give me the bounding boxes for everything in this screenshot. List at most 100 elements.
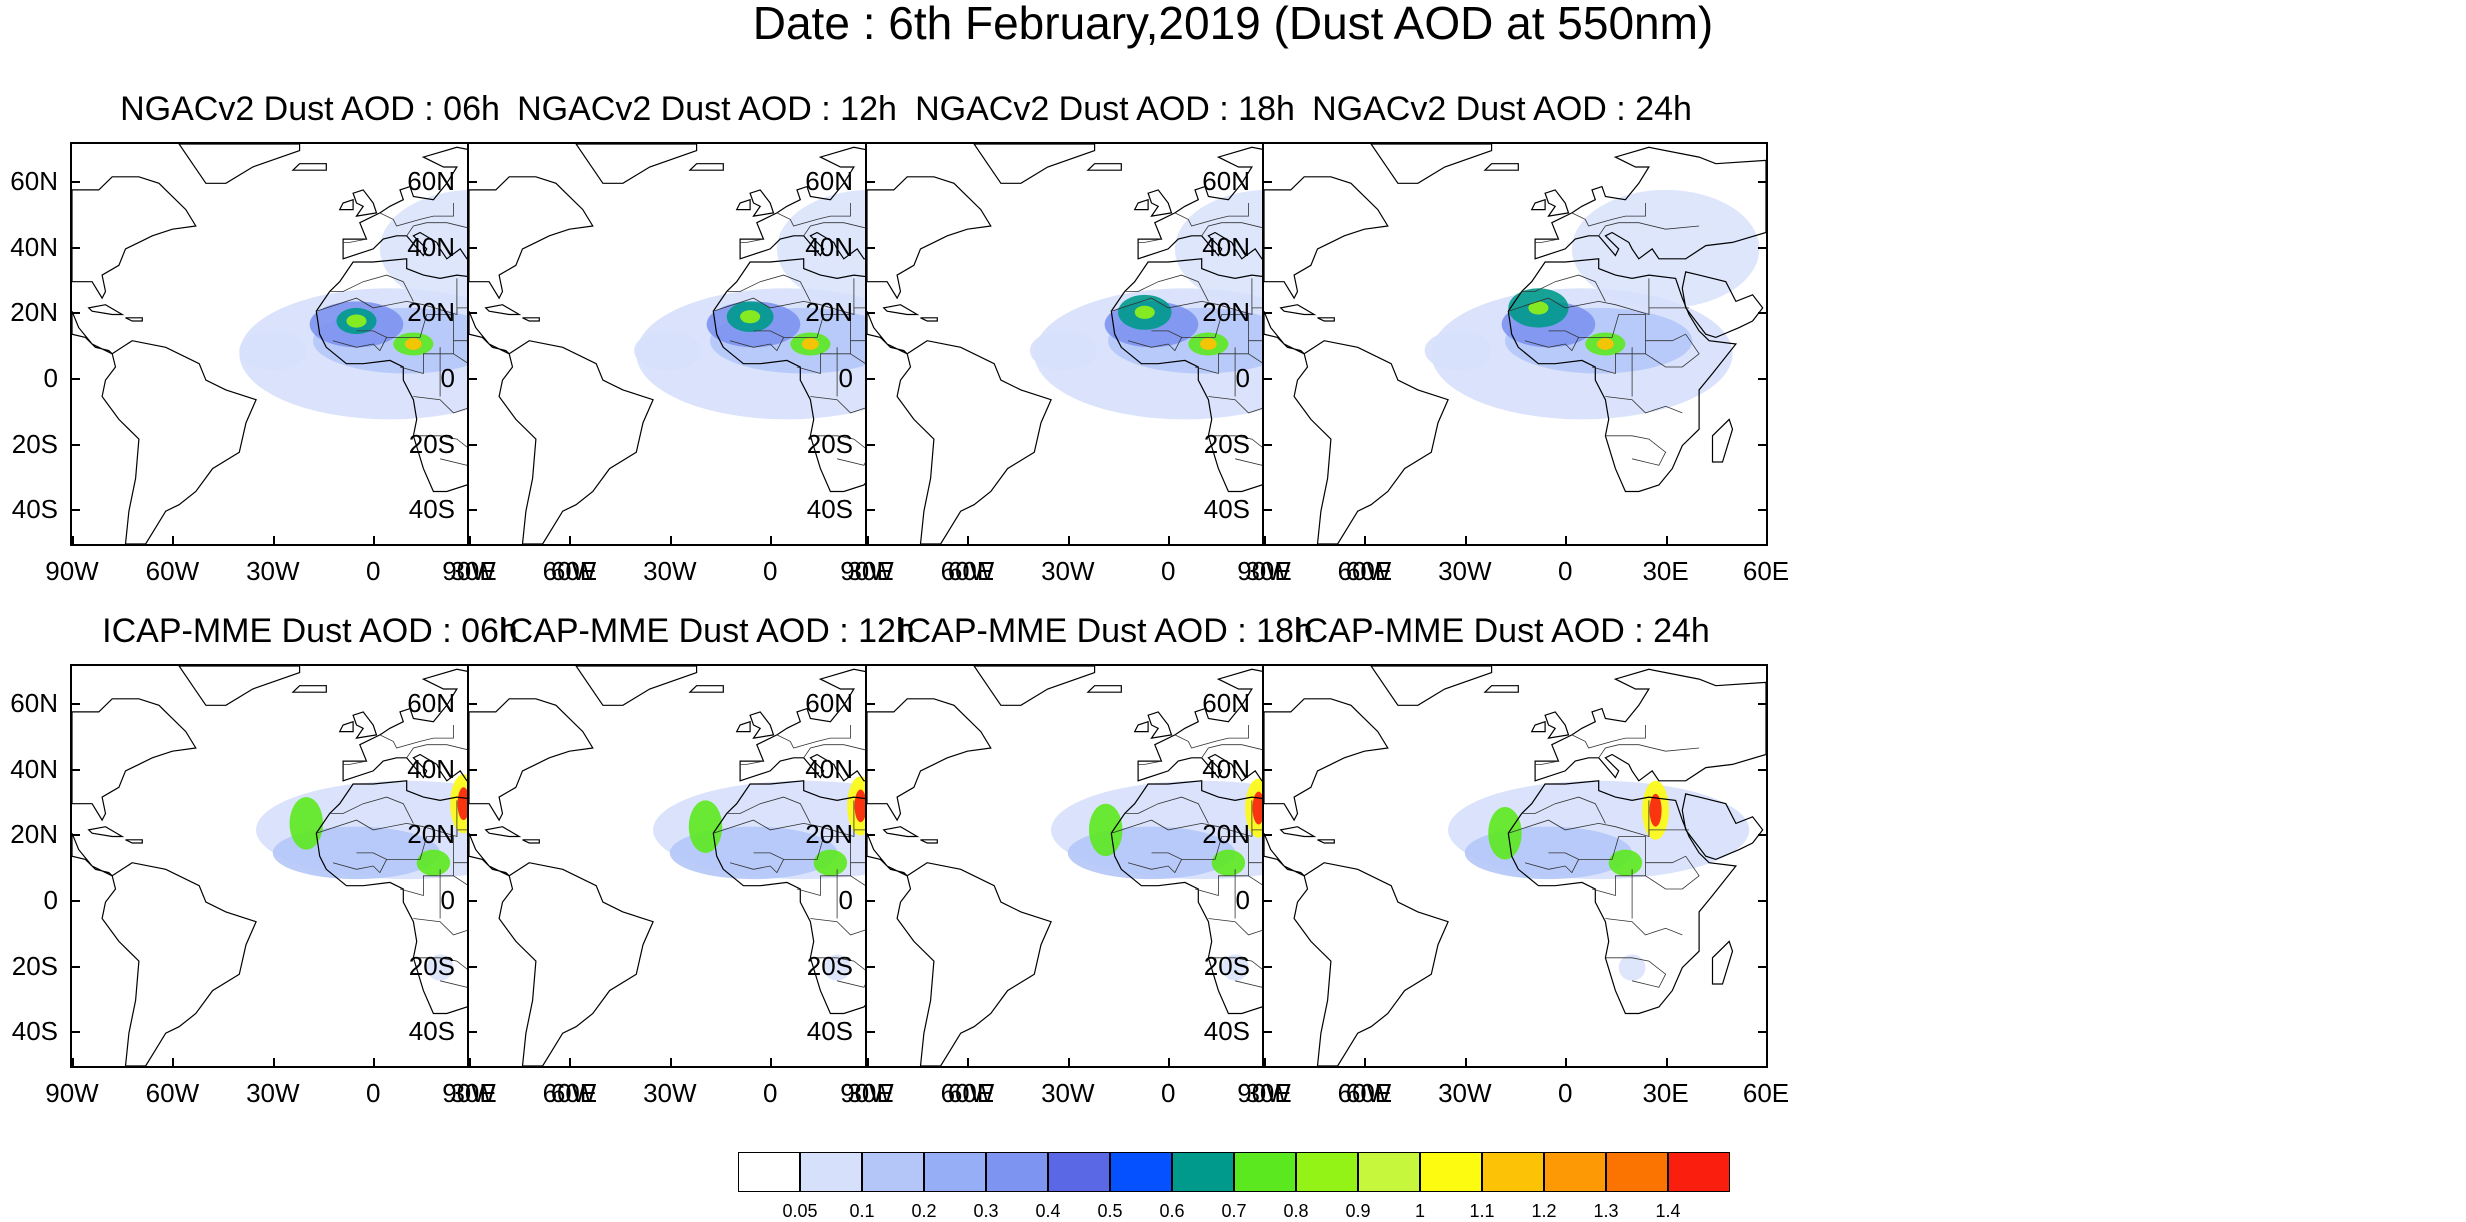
coastline-southAmerica bbox=[101, 862, 257, 1066]
lat-tick bbox=[1758, 443, 1766, 446]
country-border bbox=[1127, 337, 1182, 352]
lat-tick-label: 60N bbox=[805, 688, 853, 719]
colorbar-cell bbox=[924, 1152, 986, 1192]
lat-tick bbox=[867, 1031, 875, 1034]
lat-tick-label: 20N bbox=[1202, 819, 1250, 850]
lat-tick bbox=[867, 246, 875, 249]
coastline-uk bbox=[1544, 189, 1570, 217]
dust-plume bbox=[823, 954, 851, 981]
lat-tick-label: 20N bbox=[1202, 297, 1250, 328]
coastline-centralAm bbox=[1264, 310, 1305, 355]
lon-tick bbox=[1464, 536, 1467, 544]
dust-plume bbox=[426, 954, 454, 981]
lat-tick bbox=[867, 312, 875, 315]
lon-tick-label: 60E bbox=[947, 556, 995, 586]
lat-tick bbox=[469, 900, 477, 903]
colorbar-cell bbox=[1482, 1152, 1544, 1192]
lon-tick-label: 60W bbox=[542, 556, 597, 586]
dust-plume bbox=[239, 330, 307, 371]
country-border bbox=[379, 203, 454, 227]
figure-title: Date : 6th February,2019 (Dust AOD at 55… bbox=[752, 0, 1714, 49]
country-border bbox=[1138, 760, 1162, 765]
country-border bbox=[753, 314, 851, 375]
country-border bbox=[1548, 314, 1646, 375]
lat-tick-label: 20S bbox=[408, 950, 455, 981]
coastline-centralAm bbox=[72, 310, 113, 355]
lon-tick-label: 60E bbox=[1345, 1078, 1393, 1108]
lat-tick-label: 40S bbox=[1203, 1016, 1250, 1047]
lon-tick bbox=[1168, 1058, 1171, 1066]
country-border bbox=[1151, 314, 1249, 375]
lon-tick bbox=[1665, 536, 1668, 544]
colorbar-label: 0.8 bbox=[1283, 1201, 1309, 1221]
colorbar-cell bbox=[800, 1152, 862, 1192]
coastline-ireland bbox=[338, 720, 354, 733]
lon-tick-label: 0 bbox=[365, 1078, 381, 1108]
coastline-uk bbox=[749, 711, 775, 739]
lat-tick bbox=[1264, 312, 1272, 315]
lat-tick bbox=[1264, 834, 1272, 837]
country-border bbox=[1524, 337, 1579, 352]
country-border bbox=[1208, 957, 1270, 988]
lat-tick-label: 60N bbox=[1202, 688, 1250, 719]
lat-tick bbox=[1264, 768, 1272, 771]
lat-tick bbox=[72, 834, 80, 837]
lon-tick bbox=[1067, 536, 1070, 544]
lat-tick bbox=[72, 509, 80, 512]
lon-tick-label: 0 bbox=[1160, 1078, 1176, 1108]
lon-tick bbox=[373, 1058, 376, 1066]
dust-plume bbox=[346, 314, 367, 328]
coastline-cuba bbox=[87, 304, 125, 316]
coastline-hispaniola bbox=[125, 317, 143, 322]
colorbar-cell bbox=[1544, 1152, 1606, 1192]
lon-tick-label: 60E bbox=[947, 1078, 995, 1108]
lat-tick bbox=[1758, 768, 1766, 771]
lat-tick-label: 40S bbox=[1203, 494, 1250, 525]
lat-tick bbox=[469, 509, 477, 512]
coastline-greenland bbox=[1370, 144, 1493, 184]
coastline-greenland bbox=[1370, 666, 1493, 706]
dust-plume bbox=[289, 797, 323, 850]
lat-tick bbox=[72, 181, 80, 184]
map-frame bbox=[1262, 142, 1768, 546]
lon-tick-label: 60E bbox=[1742, 556, 1790, 586]
coastline-hispaniola bbox=[125, 839, 143, 844]
dust-plume bbox=[457, 787, 470, 821]
lat-tick bbox=[1758, 378, 1766, 381]
lat-tick bbox=[1758, 834, 1766, 837]
lat-tick-label: 40S bbox=[408, 494, 455, 525]
lat-tick-label: 40S bbox=[806, 1016, 853, 1047]
lat-tick bbox=[1758, 246, 1766, 249]
lat-tick-label: 40N bbox=[1202, 231, 1250, 262]
coastline-iceland bbox=[1086, 685, 1122, 693]
coastline-ireland bbox=[338, 198, 354, 211]
coastline-cuba bbox=[882, 304, 920, 316]
coastline-hispaniola bbox=[920, 839, 938, 844]
lat-tick bbox=[1758, 312, 1766, 315]
dust-plume bbox=[1596, 338, 1614, 350]
colorbar-cell bbox=[1668, 1152, 1730, 1192]
lat-tick bbox=[469, 834, 477, 837]
colorbar-cell bbox=[862, 1152, 924, 1192]
coastline-centralAm bbox=[867, 832, 908, 877]
lat-tick bbox=[72, 965, 80, 968]
lat-tick bbox=[1264, 900, 1272, 903]
dust-plume bbox=[1221, 954, 1249, 981]
country-border bbox=[343, 760, 367, 765]
lat-tick bbox=[867, 378, 875, 381]
colorbar-cell bbox=[986, 1152, 1048, 1192]
lat-tick-label: 40S bbox=[11, 1016, 58, 1047]
country-border bbox=[1124, 274, 1209, 302]
country-border bbox=[413, 435, 475, 466]
coastline-ireland bbox=[735, 720, 751, 733]
coastline-europe bbox=[342, 146, 574, 260]
country-border bbox=[1605, 957, 1667, 988]
coastline-iceland bbox=[688, 163, 724, 171]
coastline-northAmerica bbox=[867, 698, 992, 822]
coastline-hispaniola bbox=[920, 317, 938, 322]
lon-tick bbox=[1067, 1058, 1070, 1066]
colorbar-cell bbox=[1110, 1152, 1172, 1192]
lat-tick bbox=[72, 1031, 80, 1034]
coastline-southAmerica bbox=[896, 340, 1052, 544]
lat-tick-label: 20N bbox=[10, 297, 58, 328]
